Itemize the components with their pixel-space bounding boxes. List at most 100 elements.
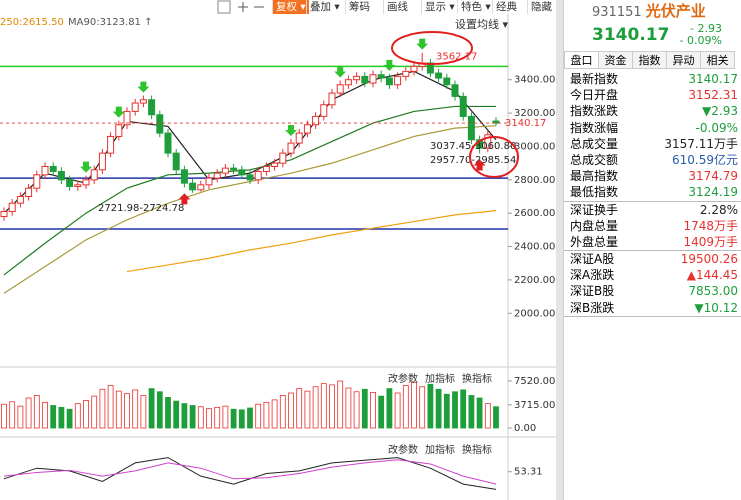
candle-body	[74, 184, 82, 187]
volume-bar	[206, 408, 212, 429]
volume-bar	[361, 388, 368, 429]
quote-panel: 931151 光伏产业 3140.17- 2.93- 0.09% 盘口 资金 指数异…	[563, 0, 741, 500]
toolbar-button[interactable]: 画线	[383, 0, 411, 14]
candle-body	[180, 169, 188, 184]
candle-body	[353, 75, 361, 81]
volume-bar	[1, 403, 7, 429]
toolbar-button[interactable]: 复权 ▾	[272, 0, 309, 14]
row-label: 总成交量	[570, 136, 619, 151]
volume-bar	[165, 396, 171, 429]
volume-bar	[132, 389, 139, 429]
candle-body	[361, 75, 369, 84]
tab[interactable]: 相关	[700, 51, 735, 69]
y-tick-label: 2200.00	[514, 275, 555, 286]
volume-bar	[320, 383, 327, 429]
code: 931151	[592, 5, 642, 20]
signal-arrow	[112, 106, 125, 118]
panel-button[interactable]: 换指标	[462, 445, 492, 456]
row-value: 3157.11万手	[664, 136, 738, 151]
toolbar-icons[interactable]	[217, 0, 264, 14]
quote-header: 931151 光伏产业	[564, 0, 741, 22]
tab[interactable]: 异动	[666, 51, 701, 69]
signal-arrow	[178, 193, 191, 205]
row-value: 3152.31	[688, 88, 738, 103]
y-tick-label: 0.00	[514, 423, 536, 434]
row-group: 深证A股 19500.26 深A涨跌 ▲144.45 深证B股 7853.00 深B涨跌 ▼1…	[564, 251, 741, 317]
candle-body	[66, 179, 74, 187]
row-value: 7853.00	[688, 284, 738, 299]
quote-row: 最高指数 3174.79	[564, 168, 741, 184]
row-value: 2.28%	[699, 202, 738, 217]
quote-row: 最低指数 3124.19	[564, 184, 741, 200]
legend-text: MA90:3123.81 ↑	[68, 17, 152, 28]
volume-bar	[435, 388, 442, 429]
quote-row: 深证B股 7853.00	[564, 283, 741, 299]
candle-body	[25, 187, 33, 198]
toolbar-button[interactable]: 特色 ▾	[457, 0, 494, 14]
candle-body	[459, 95, 467, 117]
row-label: 指数涨幅	[570, 120, 619, 135]
candle-body	[328, 92, 336, 106]
panel-button[interactable]: 加指标	[425, 445, 455, 456]
y-tick-label: 2800.00	[514, 175, 555, 186]
candle-body	[312, 115, 320, 126]
row-label: 总成交额	[570, 152, 619, 167]
tab[interactable]: 指数	[632, 51, 667, 69]
candle-body	[131, 102, 139, 112]
candle-body	[107, 135, 115, 154]
volume-bar	[337, 380, 344, 429]
candle-body	[238, 169, 246, 176]
signal-arrow	[285, 124, 297, 136]
panel-button[interactable]: 改参数	[388, 445, 418, 456]
row-value: 3140.17	[688, 72, 738, 86]
candle-body	[197, 184, 205, 191]
volume-bar	[288, 392, 294, 429]
scrollbar[interactable]	[556, 0, 563, 500]
toolbar-button[interactable]: 经典	[492, 0, 520, 14]
ma-setting[interactable]: 设置均线 ▾	[455, 18, 509, 31]
volume-bar	[9, 401, 16, 429]
row-label: 指数涨跌	[570, 104, 619, 119]
toolbar-button[interactable]: 隐藏	[527, 0, 555, 14]
quote-row: 总成交额 610.59亿元	[564, 152, 741, 168]
volume-bar	[83, 400, 89, 429]
toolbar-button[interactable]: 显示 ▾	[421, 0, 458, 14]
quote-price: 3140.17- 2.93- 0.09%	[564, 22, 741, 48]
candle-body	[369, 74, 377, 84]
candle-body	[336, 84, 344, 94]
row-value: ▲144.45	[686, 268, 738, 283]
candle-body	[484, 134, 492, 149]
panel-button[interactable]: 改参数	[388, 374, 418, 385]
row-label: 深证B股	[570, 284, 615, 299]
quote-row: 深A涨跌 ▲144.45	[564, 267, 741, 283]
tabs: 盘口 资金 指数 异动 相关	[564, 48, 741, 71]
panel-button[interactable]: 换指标	[462, 374, 492, 385]
panel-button[interactable]: 加指标	[425, 374, 455, 385]
quote-row: 总成交量 3157.11万手	[564, 136, 741, 152]
candle-body	[467, 115, 475, 141]
volume-bar	[17, 405, 24, 429]
quote-row: 今日开盘 3152.31	[564, 87, 741, 103]
quote-row: 指数涨幅 -0.09%	[564, 120, 741, 136]
volume-bar	[353, 391, 360, 429]
volume-bar	[25, 397, 32, 429]
ma-line	[126, 210, 497, 273]
toolbar-button[interactable]: 叠加 ▾	[306, 0, 343, 14]
tab[interactable]: 资金	[598, 51, 633, 69]
candle-body	[221, 167, 229, 174]
tab[interactable]: 盘口	[564, 51, 599, 69]
candle-body	[246, 174, 254, 181]
volume-bar	[476, 397, 483, 429]
volume-bar	[263, 401, 270, 429]
candle-body	[139, 99, 147, 104]
signal-arrow	[383, 59, 396, 71]
volume-bar	[58, 406, 65, 429]
candle-body	[148, 99, 156, 116]
toolbar-button[interactable]: 筹码	[345, 0, 373, 14]
volume-bar	[50, 405, 57, 429]
candle-body	[90, 169, 98, 181]
candle-body	[205, 177, 213, 186]
row-value: -0.09%	[695, 120, 738, 135]
volume-bar	[304, 390, 311, 429]
highlight-circle	[391, 31, 473, 65]
